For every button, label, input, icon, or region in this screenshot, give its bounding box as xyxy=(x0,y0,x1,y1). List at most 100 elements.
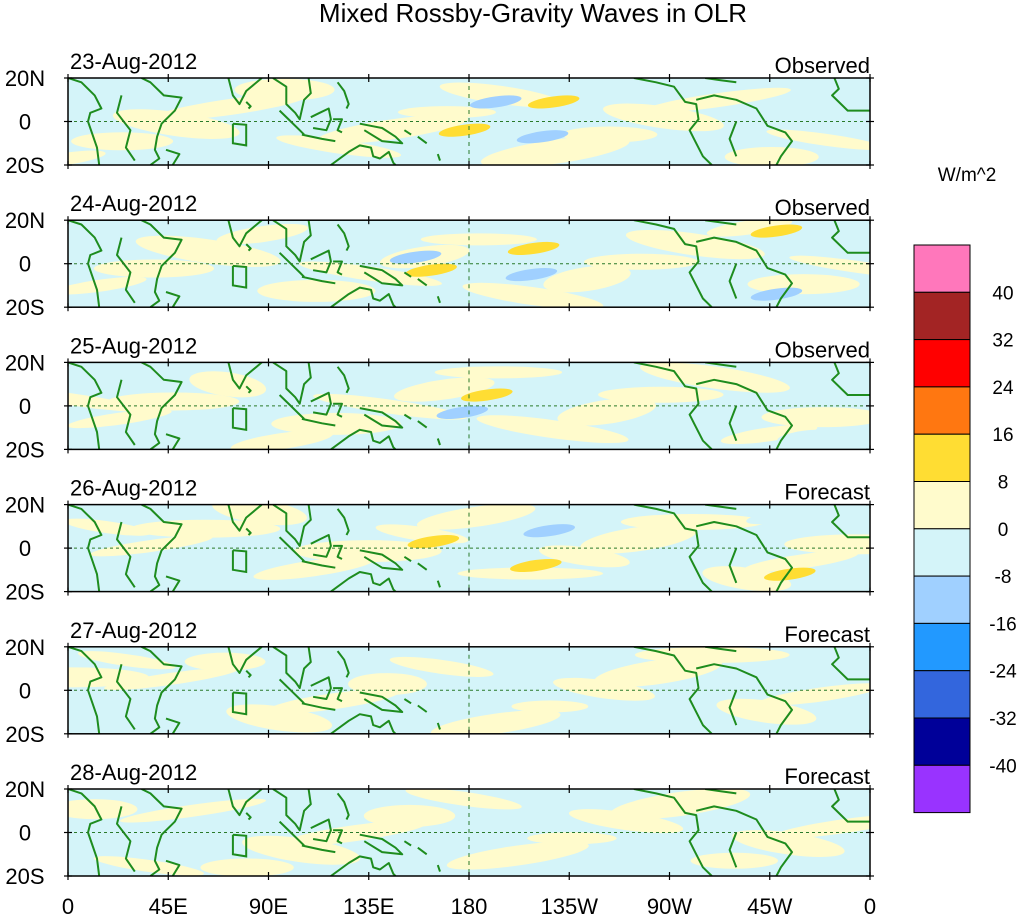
coastline xyxy=(278,820,305,847)
coastline xyxy=(359,833,404,856)
weak-anomaly-band xyxy=(68,518,151,536)
coastline xyxy=(272,646,312,690)
colorbar-units: W/m^2 xyxy=(938,165,997,186)
coastline xyxy=(245,385,252,394)
weak-anomaly-band xyxy=(200,858,294,876)
coastline xyxy=(403,555,412,562)
weak-anomaly-band xyxy=(594,657,722,688)
y-tick-label: 20N xyxy=(5,208,45,233)
colorbar: W/m^2 -40 -32 -24 -16 -8 0 8 16 24 32 40 xyxy=(913,165,1017,814)
weak-anomaly-band xyxy=(135,235,281,267)
coastline xyxy=(330,855,397,876)
coastline xyxy=(301,844,336,854)
colorbar-swatch xyxy=(913,291,971,341)
y-tick-label: 20S xyxy=(5,153,44,178)
coastline xyxy=(359,691,404,713)
coastline xyxy=(417,278,428,287)
coastline xyxy=(68,220,103,308)
weak-anomaly-band xyxy=(639,362,790,393)
weak-anomaly-band xyxy=(68,276,147,295)
panel-date: 25-Aug-2012 xyxy=(70,333,197,358)
panel: 20N 0 20S 23-Aug-2012 Observed xyxy=(5,49,874,178)
coastline xyxy=(728,121,738,157)
coastline xyxy=(231,407,248,431)
coastline xyxy=(278,536,305,562)
weak-anomaly-band xyxy=(430,710,561,734)
coastline xyxy=(245,101,252,110)
coastline xyxy=(231,549,248,574)
weak-anomaly-band xyxy=(743,550,859,573)
weak-anomaly-band xyxy=(716,698,817,725)
coastline xyxy=(330,286,397,308)
weak-anomaly-band xyxy=(527,832,617,845)
coastline xyxy=(278,678,305,705)
weak-anomaly-band xyxy=(543,265,631,293)
x-tick-label: 0 xyxy=(864,894,876,919)
weak-anomaly-band xyxy=(706,220,793,237)
olr-anomaly xyxy=(777,429,829,443)
panel: 20N 0 20S 28-Aug-2012 Forecast xyxy=(5,760,874,889)
weak-anomaly-band xyxy=(724,146,819,165)
weak-anomaly-band xyxy=(511,700,589,713)
y-tick-label: 20S xyxy=(5,295,44,320)
coastline xyxy=(227,78,263,106)
panel-status: Observed xyxy=(775,53,870,78)
weak-anomaly-band xyxy=(394,377,495,402)
weak-anomaly-band xyxy=(761,407,870,428)
y-tick-label: 20S xyxy=(5,580,44,605)
olr-anomaly xyxy=(746,511,798,525)
coastline xyxy=(336,508,350,536)
coastline xyxy=(227,646,263,674)
colorbar-swatch xyxy=(913,575,971,624)
coastline xyxy=(310,107,332,132)
coastline xyxy=(633,78,713,165)
coastline xyxy=(116,663,136,730)
coastline xyxy=(695,521,793,592)
panel-date: 23-Aug-2012 xyxy=(70,49,197,74)
weak-anomaly-band xyxy=(634,646,790,663)
coastline xyxy=(245,243,252,252)
weak-anomaly-band xyxy=(189,371,267,398)
weak-anomaly-band xyxy=(584,253,699,270)
coastline xyxy=(116,379,136,446)
weak-anomaly-band xyxy=(68,799,138,820)
weak-anomaly-band xyxy=(389,656,494,677)
anomaly-field xyxy=(68,78,870,165)
panel-status: Observed xyxy=(775,337,870,362)
weak-anomaly-band xyxy=(620,513,765,530)
coastline xyxy=(310,818,332,843)
panel-status: Forecast xyxy=(784,480,870,505)
weak-anomaly-band xyxy=(234,78,335,101)
coastline xyxy=(278,394,305,420)
colorbar-swatch xyxy=(913,433,971,483)
y-tick-label: 0 xyxy=(19,821,31,846)
coastline xyxy=(165,717,181,734)
coastline xyxy=(245,527,252,536)
coastline xyxy=(403,129,412,136)
panel: 20N 0 20S 26-Aug-2012 Forecast xyxy=(5,476,874,605)
weak-anomaly-band xyxy=(112,109,240,139)
x-tick-label: 90E xyxy=(249,894,288,919)
coastline xyxy=(333,829,343,845)
coastline xyxy=(245,669,252,679)
olr-anomaly xyxy=(469,95,522,109)
coastline xyxy=(633,504,713,592)
coastline xyxy=(272,78,312,121)
weak-anomaly-band xyxy=(184,652,266,671)
coastline xyxy=(417,420,428,429)
y-tick-label: 20N xyxy=(5,635,45,660)
weak-anomaly-band xyxy=(644,87,791,113)
weak-anomaly-band xyxy=(313,393,468,420)
coastline xyxy=(436,580,441,588)
y-tick-label: 20N xyxy=(5,66,45,91)
coastline xyxy=(330,713,397,734)
x-tick-label: 90W xyxy=(647,894,692,919)
coastline xyxy=(728,405,738,442)
coastline xyxy=(728,832,738,868)
coastline xyxy=(633,789,713,876)
weak-anomaly-band xyxy=(784,534,870,555)
coastline xyxy=(417,135,428,145)
weak-anomaly-band xyxy=(230,430,334,450)
coastline xyxy=(141,504,183,592)
colorbar-swatch xyxy=(913,481,971,530)
